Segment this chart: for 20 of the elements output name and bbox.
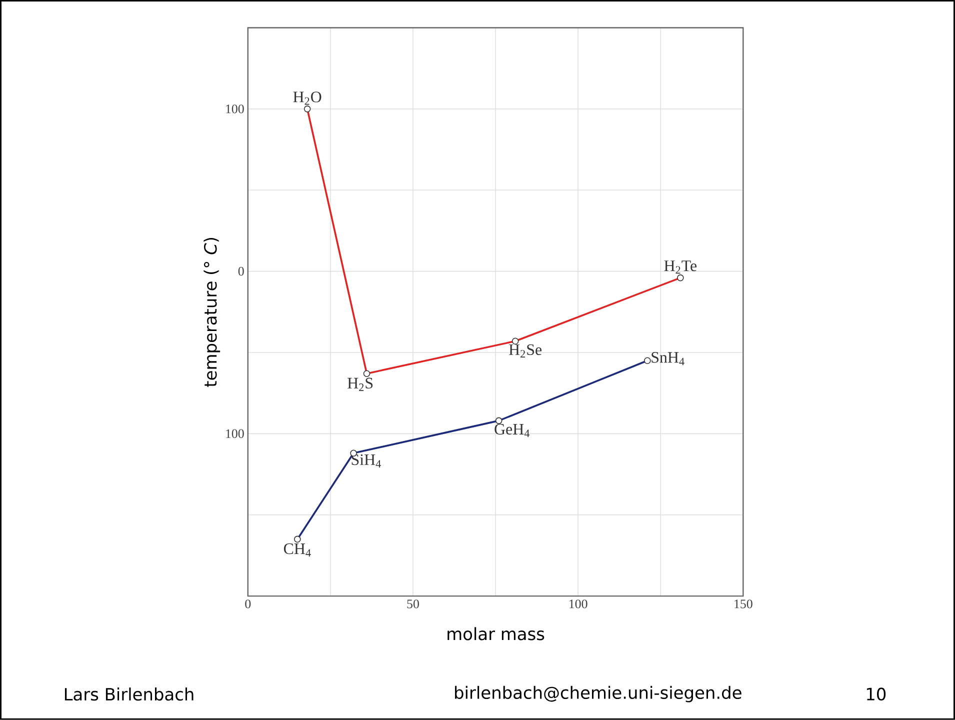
annotation: CH$_{4}$ (284, 543, 311, 557)
x-tick-label: 100 (569, 600, 588, 608)
y-tick-label: 100 (226, 429, 244, 438)
y-tick-label: 0 (238, 267, 244, 276)
x-tick-label: 150 (734, 600, 752, 608)
text: Lars Birlenbach (64, 688, 194, 701)
text: 10 (866, 688, 886, 701)
x-tick-label: 50 (407, 600, 419, 608)
annotation: SnH$_{4}$ (652, 352, 684, 366)
x-tick-label: 0 (245, 600, 251, 608)
y-tick-label: 100 (226, 104, 244, 114)
annotation: H$_{2}$O (293, 92, 322, 105)
annotation: H$_{2}$S (348, 378, 373, 392)
annotation: H$_{2}$Se (508, 344, 542, 358)
annotation: SiH$_{4}$ (352, 454, 381, 468)
annotation: GeH$_{4}$ (494, 424, 530, 438)
annotation: H$_{2}$Te (664, 260, 697, 274)
y-axis-title: temperature (° C) (204, 238, 220, 387)
text: birlenbach@chemie.uni-siegen.de (455, 686, 742, 702)
x-axis-title: molar mass (448, 627, 544, 640)
